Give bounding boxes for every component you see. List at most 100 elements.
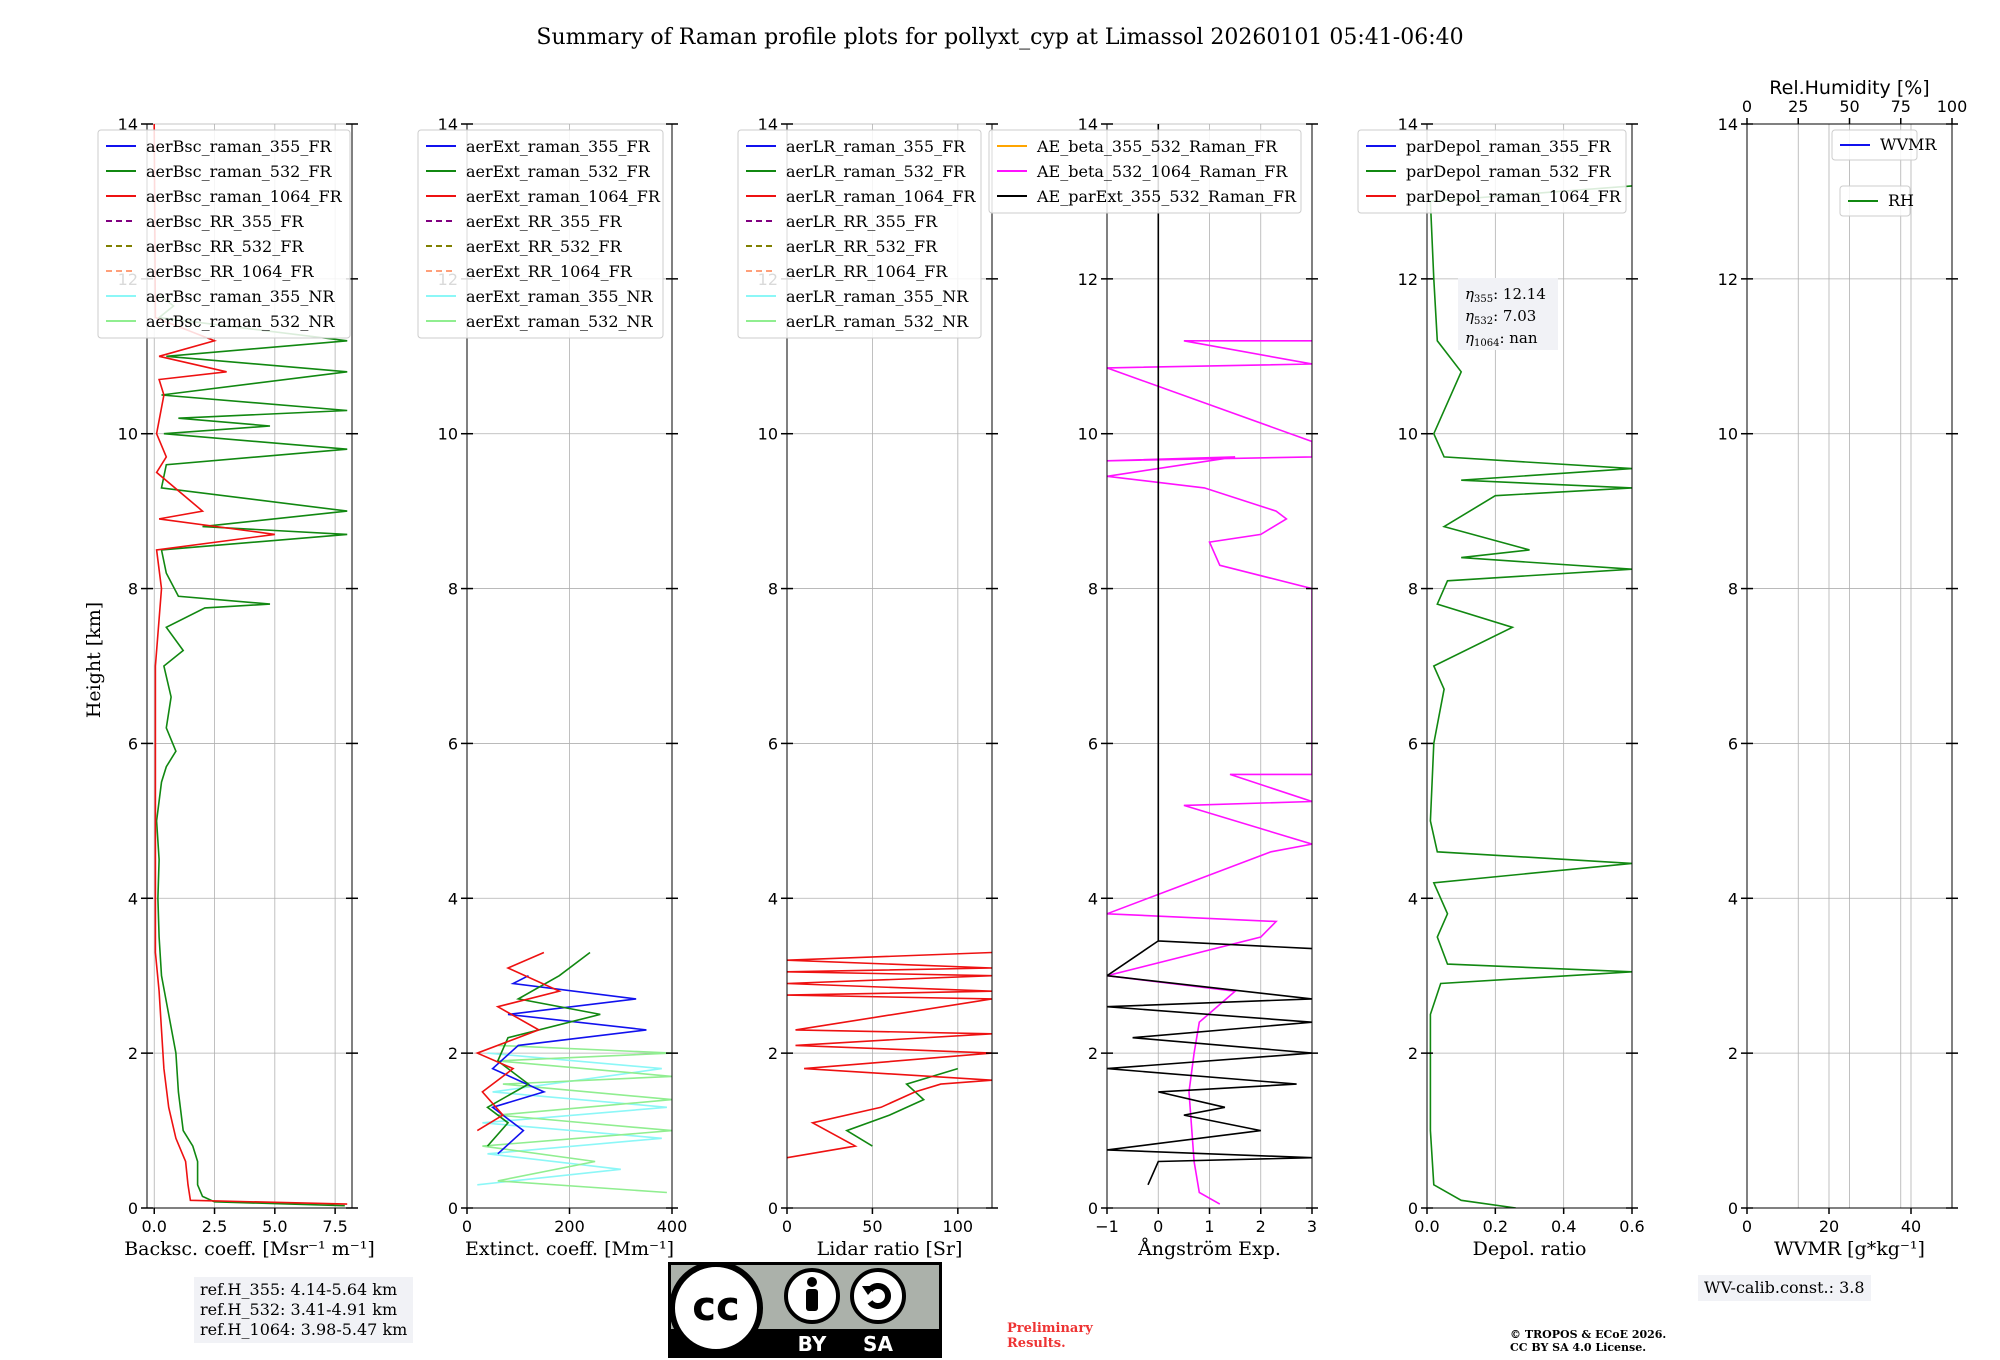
panel-ext: 024681012140200400Extinct. coeff. [Mm⁻¹]… [417, 115, 688, 1260]
legend-entry: aerLR_raman_1064_FR [786, 187, 976, 206]
copyright-line-1: © TROPOS & ECoE 2026. [1510, 1328, 1667, 1341]
y-tick-label: 6 [768, 734, 778, 753]
copyright-line-2: CC BY SA 4.0 License. [1510, 1341, 1647, 1354]
series-line-aerLR_raman_532_FR [844, 1067, 959, 1147]
sa-label: SA [863, 1332, 893, 1356]
legend-entry: AE_parExt_355_532_Raman_FR [1036, 187, 1297, 206]
y-tick-label: 4 [1088, 889, 1098, 908]
y-tick-label: 10 [1398, 425, 1418, 444]
preliminary-note: Preliminary Results. [1007, 1321, 1093, 1351]
x-tick-label: 200 [554, 1217, 585, 1236]
legend-entry: aerBsc_RR_1064_FR [146, 262, 315, 281]
copyright-note: © TROPOS & ECoE 2026. CC BY SA 4.0 Licen… [1510, 1328, 1666, 1354]
panel-lr: 02468101214050100Lidar ratio [Sr]aerLR_r… [737, 115, 998, 1260]
x-axis-label: WVMR [g*kg⁻¹] [1774, 1238, 1925, 1260]
legend-entry: AE_beta_532_1064_Raman_FR [1036, 162, 1288, 181]
eta-entry: η355: 12.14 [1465, 285, 1546, 305]
y-tick-label: 6 [1408, 734, 1418, 753]
y-tick-label: 0 [768, 1199, 778, 1218]
legend-box [988, 129, 1302, 214]
series-line-parDepol_raman_532_FR [1429, 185, 1632, 1208]
y-tick-label: 8 [448, 580, 458, 599]
legend-entry: aerExt_raman_532_FR [466, 162, 651, 181]
series-line-aerExt_raman_532_NR [482, 1044, 672, 1194]
x-axis-label: Depol. ratio [1473, 1238, 1587, 1260]
legend-entry: aerLR_RR_1064_FR [786, 262, 948, 281]
sa-share-icon [850, 1268, 906, 1324]
x-tick-label: 100 [943, 1217, 974, 1236]
panel-depol: 0 2 4 6 8 10 12 14 0.0 0.2 0.4 0.6 Depol. ratio parDe… [1357, 115, 1645, 1260]
legend-entry: aerExt_raman_1064_FR [466, 187, 661, 206]
legend-entry: RH [1888, 191, 1914, 210]
x-tick-label: −1 [1095, 1217, 1119, 1236]
legend-entry: aerBsc_raman_355_FR [146, 137, 332, 156]
legend-entry: aerExt_RR_355_FR [466, 212, 623, 231]
y-tick-label: 14 [1078, 115, 1098, 134]
x-tick-label: 0.4 [1551, 1217, 1576, 1236]
x-tick-label: 7.5 [322, 1217, 347, 1236]
rh-tick-label: 0 [1742, 97, 1752, 116]
sa-arrow-head [862, 1286, 876, 1295]
refh-532: ref.H_532: 3.41-4.91 km [200, 1300, 398, 1319]
x-tick-label: 0.0 [1414, 1217, 1439, 1236]
legend-entry: aerBsc_raman_355_NR [146, 287, 335, 306]
legend-box [1357, 129, 1627, 214]
y-tick-label: 6 [1088, 734, 1098, 753]
x-tick-label: 5.0 [262, 1217, 287, 1236]
y-tick-label: 12 [1398, 270, 1418, 289]
y-tick-label: 14 [438, 115, 458, 134]
legend-entry: aerExt_raman_355_FR [466, 137, 651, 156]
rh-axis-label: Rel.Humidity [%] [1769, 77, 1929, 99]
rh-tick-label: 75 [1891, 97, 1911, 116]
legend-entry: aerBsc_RR_532_FR [146, 237, 304, 256]
y-tick-label: 4 [768, 889, 778, 908]
x-tick-label: 400 [657, 1217, 688, 1236]
y-tick-label: 2 [1088, 1044, 1098, 1063]
y-tick-label: 0 [448, 1199, 458, 1218]
y-tick-label: 4 [448, 889, 458, 908]
legend-box [737, 129, 982, 339]
legend-box [97, 129, 351, 339]
x-tick-label: 0 [462, 1217, 472, 1236]
y-tick-label: 12 [1718, 270, 1738, 289]
series-line-aerLR_raman_1064_FR [787, 951, 992, 1159]
x-axis-label: Backsc. coeff. [Msr⁻¹ m⁻¹] [124, 1238, 375, 1260]
y-tick-label: 0 [1728, 1199, 1738, 1218]
y-tick-label: 10 [1078, 425, 1098, 444]
y-tick-label: 14 [758, 115, 778, 134]
y-tick-label: 14 [118, 115, 138, 134]
series-line-aerExt_raman_1064_FR [475, 951, 562, 1132]
wv-calib-box: WV-calib.const.: 3.8 [1698, 1275, 1871, 1301]
legend-entry: aerExt_RR_532_FR [466, 237, 623, 256]
cc-by-sa-badge: cc BY SA [668, 1262, 942, 1358]
figure-title: Summary of Raman profile plots for polly… [536, 25, 1463, 50]
x-tick-label: 20 [1819, 1217, 1839, 1236]
legend-entry: aerLR_raman_532_NR [786, 312, 969, 331]
by-label: BY [798, 1332, 827, 1356]
reference-height-box: ref.H_355: 4.14-5.64 km ref.H_532: 3.41-… [194, 1277, 414, 1343]
y-tick-label: 4 [128, 889, 138, 908]
y-tick-label: 8 [1088, 580, 1098, 599]
x-tick-label: 0 [1153, 1217, 1163, 1236]
y-tick-label: 10 [1718, 425, 1738, 444]
x-axis-label: Ångström Exp. [1137, 1238, 1281, 1260]
y-tick-label: 10 [758, 425, 778, 444]
legend-entry: parDepol_raman_532_FR [1406, 162, 1612, 181]
legend-entry: aerLR_raman_355_FR [786, 137, 966, 156]
series-line-AE_beta_532_1064_Raman_FR [1107, 340, 1312, 1205]
x-tick-label: 3 [1307, 1217, 1317, 1236]
cc-logo-icon [669, 1262, 763, 1355]
legend-box [1831, 129, 1918, 161]
y-tick-label: 0 [1088, 1199, 1098, 1218]
x-axis-label: Lidar ratio [Sr] [817, 1238, 963, 1260]
series-line-aerExt_raman_532_FR [486, 951, 601, 1147]
refh-355: ref.H_355: 4.14-5.64 km [200, 1280, 398, 1299]
y-tick-label: 12 [1078, 270, 1098, 289]
y-tick-label: 4 [1728, 889, 1738, 908]
x-tick-label: 2 [1256, 1217, 1266, 1236]
by-person-body [806, 1289, 818, 1311]
refh-1064: ref.H_1064: 3.98-5.47 km [200, 1320, 408, 1339]
